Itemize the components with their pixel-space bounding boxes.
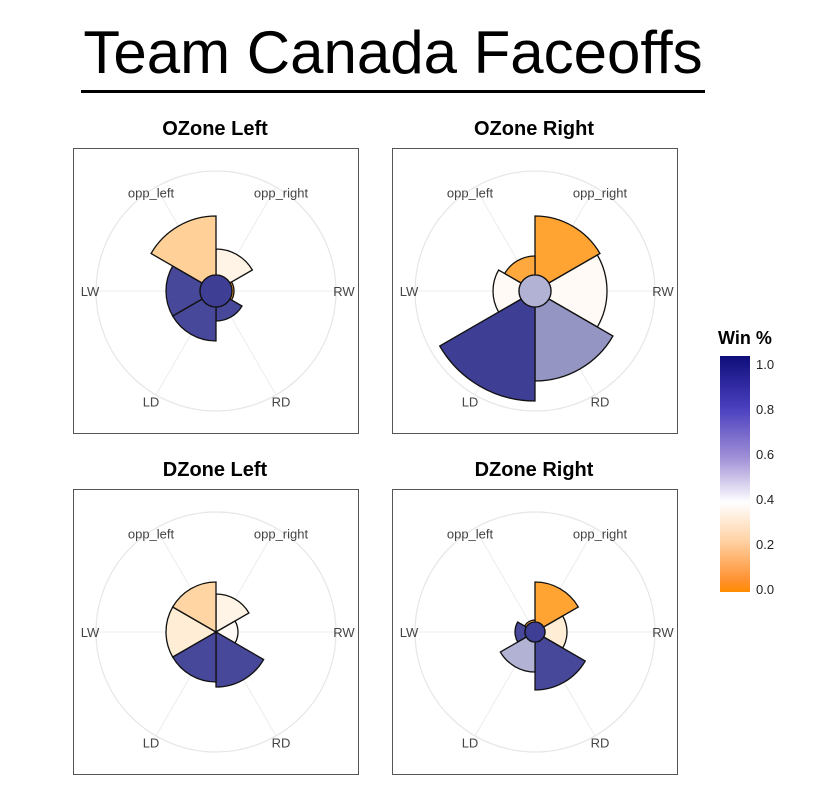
angular-label: LW: [400, 284, 419, 299]
angular-label: opp_right: [573, 526, 628, 541]
angular-label: opp_left: [128, 185, 175, 200]
angular-label: opp_left: [447, 185, 494, 200]
legend-tick: 0.8: [756, 402, 775, 417]
legend-tick: 1.0: [756, 357, 775, 372]
angular-label: LW: [81, 625, 100, 640]
angular-label: LW: [81, 284, 100, 299]
angular-label: RD: [272, 395, 291, 410]
legend-tick: 0.2: [756, 537, 775, 552]
color-legend: Win % 1.0 0.8 0.6 0.4 0.2 0.0: [712, 322, 802, 612]
polar-chart-2: opp_left opp_right RW RD LD LW: [81, 511, 355, 753]
sector-center: [199, 274, 233, 308]
angular-label: RW: [333, 625, 355, 640]
angular-label: RD: [272, 736, 291, 751]
main-title: Team Canada Faceoffs: [0, 18, 786, 93]
angular-label: opp_right: [573, 185, 628, 200]
panel-ozone-right: opp_left opp_right RW RD LD LW: [392, 148, 678, 434]
angular-label: LD: [462, 395, 479, 410]
angular-label: opp_right: [254, 526, 309, 541]
angular-label: LD: [143, 395, 160, 410]
legend-tick: 0.6: [756, 447, 775, 462]
legend-tick: 0.4: [756, 492, 775, 507]
sector-LD: [171, 630, 217, 683]
sector-LW: [165, 606, 218, 658]
angular-label: opp_left: [128, 526, 175, 541]
sector-opp_left: [150, 215, 217, 284]
angular-label: RD: [591, 736, 610, 751]
panel-title: OZone Right: [474, 118, 594, 140]
angular-label: LD: [143, 736, 160, 751]
panel-title: DZone Left: [162, 459, 268, 481]
angular-label: opp_left: [447, 526, 494, 541]
sector-opp_left: [171, 581, 217, 634]
angular-label: RD: [591, 395, 610, 410]
angular-label: LW: [400, 625, 419, 640]
panel-title: DZone Right: [474, 459, 594, 481]
panel-dzone-left: opp_left opp_right RW RD LD LW: [73, 489, 359, 775]
angular-label: opp_right: [254, 185, 309, 200]
angular-label: RW: [652, 284, 674, 299]
legend-title: Win %: [718, 328, 772, 348]
sector-LD: [438, 298, 536, 402]
legend-tick: 0.0: [756, 582, 775, 597]
polar-chart-3: opp_left opp_right RW RD LD LW: [400, 511, 674, 753]
polar-chart-0: opp_left opp_right RW RD LD LW: [81, 170, 355, 412]
panel-ozone-left: opp_left opp_right RW RD LD LW: [73, 148, 359, 434]
sector-center: [524, 621, 546, 643]
angular-label: LD: [462, 736, 479, 751]
polar-chart-1: opp_left opp_right RW RD LD LW: [400, 170, 674, 412]
legend-colorbar: [720, 356, 750, 592]
panel-dzone-right: opp_left opp_right RW RD LD LW: [392, 489, 678, 775]
sector-RD: [215, 630, 265, 688]
angular-label: RW: [652, 625, 674, 640]
sector-center: [518, 274, 552, 308]
angular-label: RW: [333, 284, 355, 299]
panel-title: OZone Left: [162, 118, 268, 140]
